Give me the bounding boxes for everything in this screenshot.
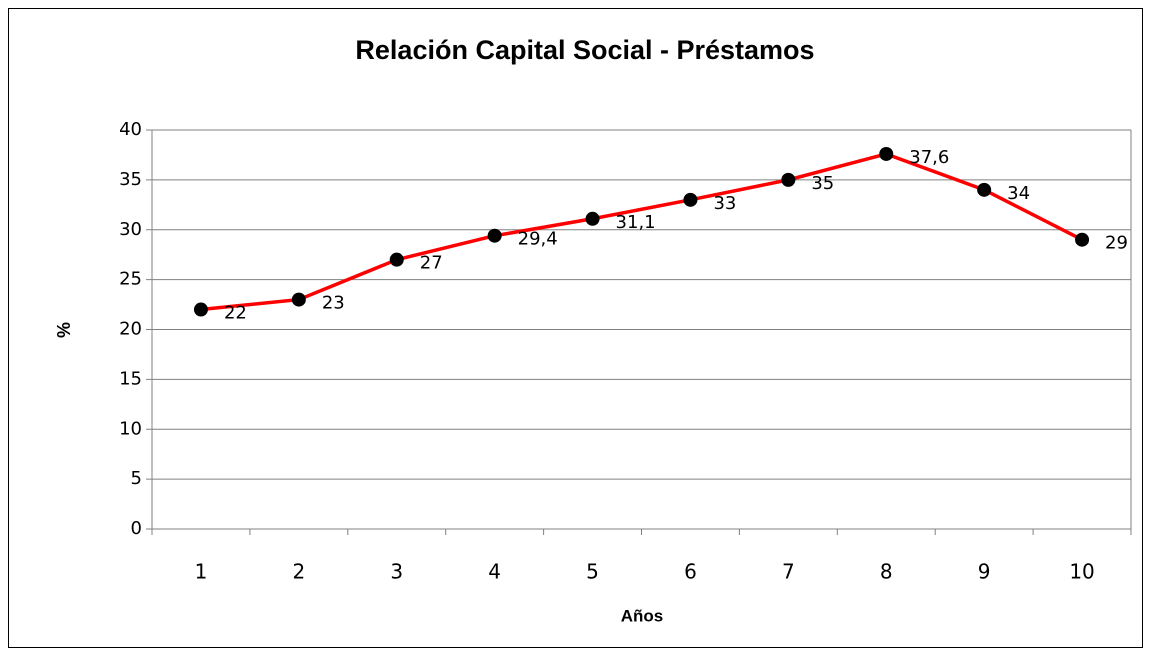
x-tick-label: 8 [880,560,893,584]
data-label: 29,4 [518,229,558,250]
marker [781,172,796,187]
y-tick-label: 20 [119,319,142,340]
x-tick-label: 6 [684,560,697,584]
marker [879,146,894,161]
y-axis-label: % [54,322,74,338]
y-tick-label: 5 [131,468,142,489]
data-label: 33 [713,193,736,214]
x-tick-label: 9 [978,560,991,584]
data-label: 23 [322,293,345,314]
x-tick-label: 2 [292,560,305,584]
data-label: 22 [224,303,247,324]
data-label: 37,6 [909,147,949,168]
x-tick-label: 5 [586,560,599,584]
y-tick-label: 0 [131,518,142,539]
chart-title: Relación Capital Social - Préstamos [355,35,814,65]
x-axis-label: Años [621,606,664,625]
data-label: 31,1 [616,212,656,233]
x-tick-label: 3 [390,560,403,584]
x-tick-label: 1 [195,560,208,584]
marker [487,228,502,243]
y-tick-label: 15 [119,368,142,389]
y-tick-label: 10 [119,418,142,439]
marker [193,302,208,317]
marker [1075,232,1090,247]
x-tick-label: 4 [488,560,501,584]
marker [389,252,404,267]
y-tick-label: 35 [119,169,142,190]
y-tick-label: 30 [119,219,142,240]
marker [683,192,698,207]
marker [291,292,306,307]
x-tick-label: 10 [1069,560,1094,584]
x-tick-label: 7 [782,560,795,584]
data-label: 35 [811,173,834,194]
y-tick-label: 40 [119,119,142,140]
data-label: 29 [1105,233,1128,254]
line [200,152,1083,312]
data-label: 27 [420,253,443,274]
y-tick-label: 25 [119,269,142,290]
chart-border [8,8,1143,648]
marker [585,211,600,226]
data-label: 34 [1007,183,1030,204]
marker [977,182,992,197]
